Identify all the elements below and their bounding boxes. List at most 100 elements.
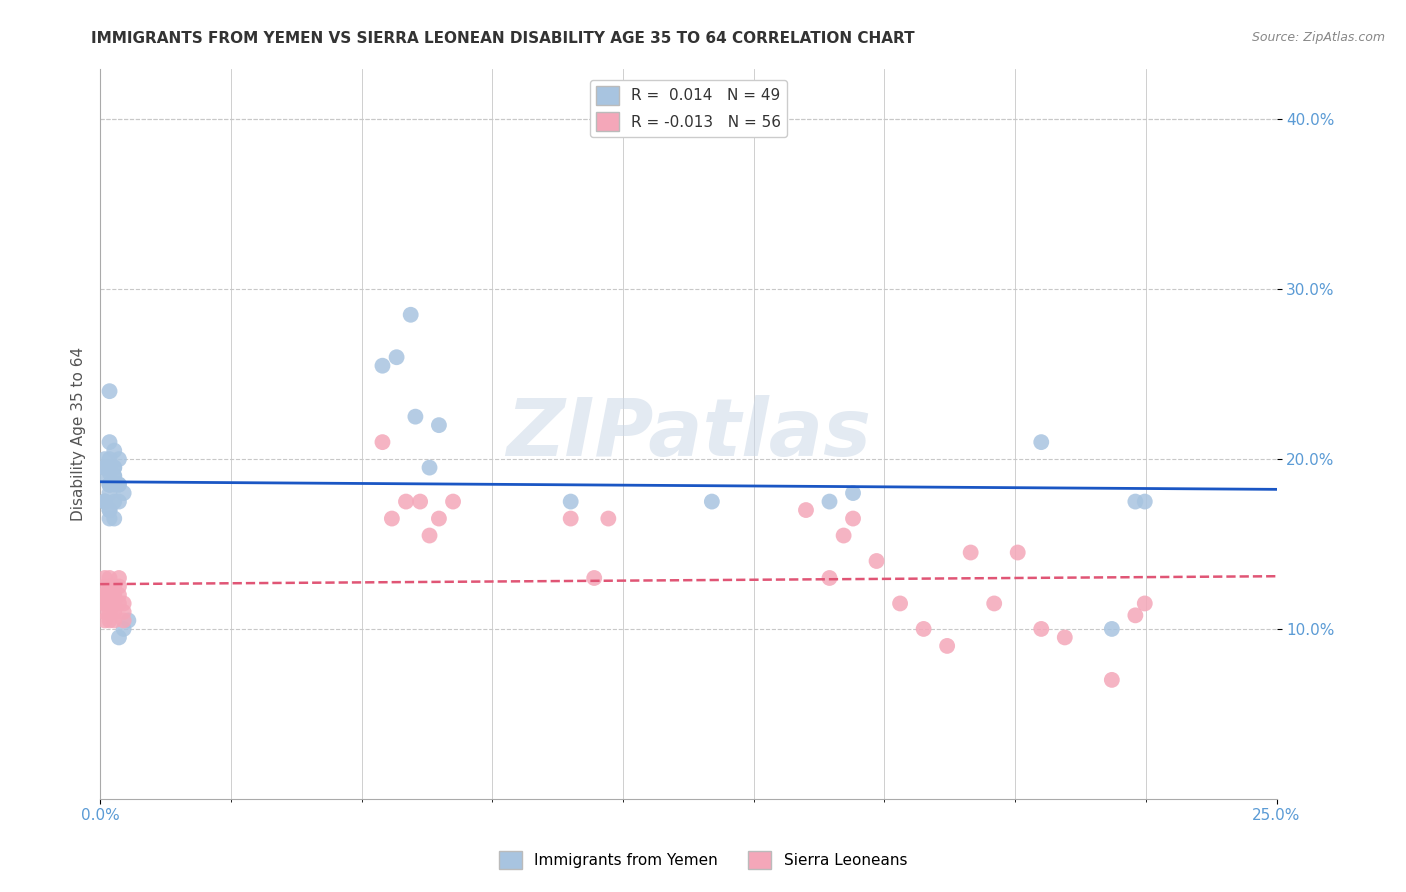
Point bbox=[98, 435, 121, 450]
Point bbox=[418, 528, 440, 542]
Point bbox=[108, 631, 131, 645]
Point bbox=[842, 511, 865, 525]
Point bbox=[889, 597, 911, 611]
Point bbox=[103, 460, 125, 475]
Point bbox=[404, 409, 426, 424]
Point bbox=[959, 545, 981, 559]
Point bbox=[94, 588, 117, 602]
Point bbox=[98, 503, 121, 517]
Point bbox=[98, 597, 121, 611]
Point bbox=[108, 477, 131, 491]
Point bbox=[103, 597, 125, 611]
Point bbox=[103, 469, 125, 483]
Point bbox=[418, 460, 440, 475]
Legend: R =  0.014   N = 49, R = -0.013   N = 56: R = 0.014 N = 49, R = -0.013 N = 56 bbox=[589, 79, 787, 137]
Point bbox=[98, 477, 121, 491]
Point bbox=[94, 460, 117, 475]
Point bbox=[912, 622, 935, 636]
Point bbox=[112, 605, 135, 619]
Point bbox=[94, 452, 117, 467]
Point bbox=[1101, 622, 1123, 636]
Point bbox=[98, 571, 121, 585]
Point bbox=[94, 588, 117, 602]
Point bbox=[117, 614, 139, 628]
Point bbox=[103, 511, 125, 525]
Point bbox=[108, 597, 131, 611]
Point bbox=[385, 350, 408, 364]
Point bbox=[983, 597, 1005, 611]
Point bbox=[98, 477, 121, 491]
Point bbox=[103, 597, 125, 611]
Point bbox=[1125, 494, 1147, 508]
Point bbox=[112, 614, 135, 628]
Point bbox=[98, 614, 121, 628]
Text: IMMIGRANTS FROM YEMEN VS SIERRA LEONEAN DISABILITY AGE 35 TO 64 CORRELATION CHAR: IMMIGRANTS FROM YEMEN VS SIERRA LEONEAN … bbox=[91, 31, 915, 46]
Point bbox=[598, 511, 620, 525]
Point bbox=[832, 528, 855, 542]
Point bbox=[441, 494, 464, 508]
Legend: Immigrants from Yemen, Sierra Leoneans: Immigrants from Yemen, Sierra Leoneans bbox=[494, 845, 912, 875]
Point bbox=[98, 460, 121, 475]
Point bbox=[560, 511, 582, 525]
Point bbox=[112, 486, 135, 500]
Point bbox=[94, 579, 117, 593]
Point bbox=[1101, 673, 1123, 687]
Point bbox=[94, 494, 117, 508]
Point bbox=[1031, 435, 1053, 450]
Point bbox=[427, 418, 450, 433]
Point bbox=[98, 503, 121, 517]
Point bbox=[1007, 545, 1029, 559]
Point bbox=[103, 477, 125, 491]
Point bbox=[108, 494, 131, 508]
Point bbox=[381, 511, 404, 525]
Point bbox=[103, 494, 125, 508]
Point bbox=[103, 588, 125, 602]
Point bbox=[794, 503, 817, 517]
Text: Source: ZipAtlas.com: Source: ZipAtlas.com bbox=[1251, 31, 1385, 45]
Point bbox=[94, 460, 117, 475]
Point bbox=[371, 435, 394, 450]
Point bbox=[103, 469, 125, 483]
Point bbox=[98, 384, 121, 399]
Point bbox=[1133, 494, 1156, 508]
Point bbox=[94, 597, 117, 611]
Point bbox=[98, 579, 121, 593]
Point bbox=[560, 494, 582, 508]
Point bbox=[108, 452, 131, 467]
Text: ZIPatlas: ZIPatlas bbox=[506, 394, 870, 473]
Point bbox=[103, 460, 125, 475]
Point bbox=[98, 452, 121, 467]
Point bbox=[1125, 608, 1147, 623]
Point bbox=[98, 477, 121, 491]
Point bbox=[371, 359, 394, 373]
Point bbox=[112, 622, 135, 636]
Point bbox=[583, 571, 606, 585]
Point bbox=[103, 443, 125, 458]
Point bbox=[98, 466, 121, 480]
Point bbox=[98, 588, 121, 602]
Point bbox=[427, 511, 450, 525]
Point bbox=[94, 494, 117, 508]
Point bbox=[395, 494, 418, 508]
Point bbox=[94, 605, 117, 619]
Point bbox=[94, 494, 117, 508]
Point bbox=[818, 494, 841, 508]
Point bbox=[1031, 622, 1053, 636]
Point bbox=[98, 605, 121, 619]
Point bbox=[94, 597, 117, 611]
Point bbox=[108, 579, 131, 593]
Point bbox=[98, 486, 121, 500]
Point bbox=[98, 597, 121, 611]
Point bbox=[409, 494, 432, 508]
Point bbox=[103, 605, 125, 619]
Y-axis label: Disability Age 35 to 64: Disability Age 35 to 64 bbox=[72, 347, 86, 521]
Point bbox=[700, 494, 723, 508]
Point bbox=[94, 571, 117, 585]
Point bbox=[103, 614, 125, 628]
Point bbox=[94, 614, 117, 628]
Point bbox=[842, 486, 865, 500]
Point bbox=[108, 571, 131, 585]
Point bbox=[98, 511, 121, 525]
Point bbox=[818, 571, 841, 585]
Point bbox=[1053, 631, 1076, 645]
